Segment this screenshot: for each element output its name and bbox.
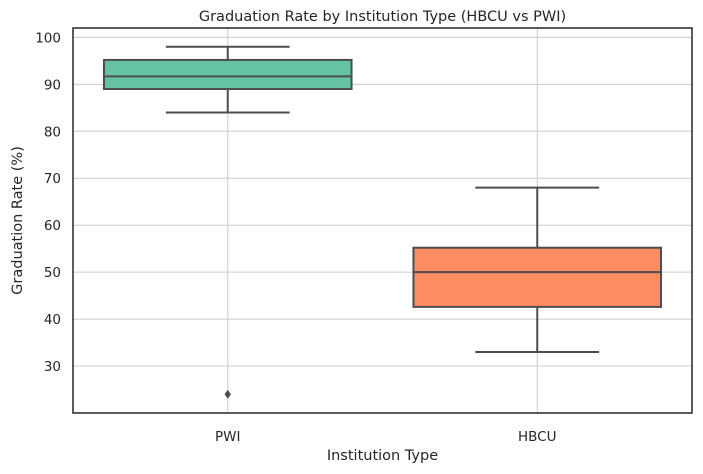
outlier-point	[224, 389, 231, 399]
x-axis-label: Institution Type	[327, 448, 438, 464]
tick-labels: 30 40 50 60 70 80 90 100 PWI HBCU	[35, 30, 556, 445]
y-tick-label: 80	[44, 124, 61, 140]
y-tick-label: 50	[44, 265, 61, 281]
y-tick-label: 40	[44, 312, 61, 328]
y-tick-label: 100	[35, 30, 61, 46]
y-tick-label: 70	[44, 171, 61, 187]
box-pwi	[102, 58, 353, 91]
chart-title: Graduation Rate by Institution Type (HBC…	[199, 9, 566, 25]
y-tick-label: 60	[44, 218, 61, 234]
boxes	[102, 45, 663, 399]
box-hbcu	[412, 246, 663, 308]
y-tick-label: 30	[44, 359, 61, 375]
y-tick-label: 90	[44, 77, 61, 93]
x-tick-label: PWI	[215, 429, 240, 445]
plot-area-frame	[72, 27, 693, 414]
y-axis-label: Graduation Rate (%)	[10, 146, 26, 295]
x-tick-label: HBCU	[518, 429, 556, 445]
